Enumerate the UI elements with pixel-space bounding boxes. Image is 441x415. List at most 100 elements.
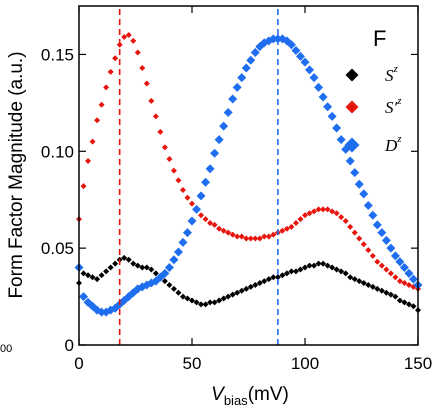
data-point-series-0 bbox=[103, 268, 110, 275]
data-point-series-0 bbox=[283, 270, 290, 277]
data-point-series-2 bbox=[173, 247, 183, 257]
data-point-series-2 bbox=[404, 268, 414, 278]
data-point-series-2 bbox=[354, 179, 364, 189]
y-axis-title: Form Factor Magnitude (a.u.) bbox=[6, 51, 27, 298]
data-point-series-2 bbox=[182, 228, 192, 238]
data-point-series-0 bbox=[80, 270, 87, 277]
data-point-series-2 bbox=[332, 123, 342, 133]
data-point-series-2 bbox=[309, 73, 319, 83]
data-point-series-1 bbox=[374, 258, 381, 265]
data-point-series-1 bbox=[202, 216, 209, 223]
data-point-series-0 bbox=[89, 274, 96, 281]
data-point-series-0 bbox=[279, 272, 286, 279]
legend-entry-0-base: S bbox=[385, 66, 394, 85]
data-point-series-1 bbox=[216, 225, 223, 232]
x-axis-title-unit: (mV) bbox=[248, 384, 289, 405]
data-point-series-1 bbox=[80, 183, 87, 190]
data-point-series-1 bbox=[347, 223, 354, 230]
x-axis-title-subscript: bias bbox=[224, 393, 248, 408]
data-point-series-0 bbox=[347, 274, 354, 281]
data-point-series-0 bbox=[216, 297, 223, 304]
axis-ticks: 0 50 100 150 0 0.05 0.10 0.15 bbox=[41, 6, 432, 373]
data-point-series-2 bbox=[268, 34, 278, 44]
data-point-series-1 bbox=[234, 233, 241, 240]
data-point-series-0 bbox=[256, 280, 263, 287]
y-tick-label: 0 bbox=[65, 336, 74, 355]
data-point-series-0 bbox=[161, 278, 168, 285]
data-point-series-1 bbox=[161, 144, 168, 151]
data-point-series-0 bbox=[225, 293, 232, 300]
legend-marker-1 bbox=[345, 100, 359, 114]
data-point-series-1 bbox=[225, 229, 232, 236]
data-point-series-0 bbox=[152, 270, 159, 277]
data-point-series-1 bbox=[405, 281, 412, 288]
data-point-series-1 bbox=[342, 218, 349, 225]
data-point-series-2 bbox=[250, 47, 260, 57]
data-point-series-0 bbox=[396, 297, 403, 304]
data-markers bbox=[74, 32, 423, 317]
data-point-series-1 bbox=[247, 235, 254, 242]
data-point-series-0 bbox=[252, 281, 259, 288]
plot-frame bbox=[78, 5, 419, 346]
data-point-series-1 bbox=[189, 200, 195, 207]
data-point-series-1 bbox=[175, 177, 182, 184]
data-point-series-0 bbox=[134, 262, 141, 269]
data-point-series-1 bbox=[157, 128, 164, 135]
data-point-series-1 bbox=[256, 235, 263, 242]
data-point-series-2 bbox=[228, 94, 238, 104]
data-point-series-0 bbox=[333, 266, 340, 273]
data-point-series-2 bbox=[246, 55, 256, 65]
data-point-series-0 bbox=[170, 285, 177, 292]
data-point-series-0 bbox=[112, 260, 119, 267]
data-point-series-0 bbox=[247, 283, 254, 290]
data-point-series-1 bbox=[198, 212, 205, 219]
data-point-series-1 bbox=[356, 235, 363, 242]
data-point-series-0 bbox=[198, 301, 205, 308]
data-point-series-0 bbox=[207, 299, 214, 306]
x-tick-label: 50 bbox=[183, 354, 202, 373]
data-point-series-1 bbox=[125, 32, 132, 39]
data-point-series-0 bbox=[338, 268, 345, 275]
data-point-series-0 bbox=[265, 276, 272, 283]
stray-tick-fragment: 00 bbox=[0, 343, 12, 355]
data-point-series-1 bbox=[396, 278, 403, 285]
data-point-series-0 bbox=[306, 262, 313, 269]
data-point-series-1 bbox=[170, 167, 177, 174]
data-point-series-2 bbox=[345, 156, 355, 166]
data-point-series-0 bbox=[383, 289, 390, 296]
legend-markers bbox=[344, 68, 360, 153]
data-point-series-0 bbox=[405, 301, 412, 308]
data-point-series-0 bbox=[329, 264, 336, 271]
legend: Sz S′z Dz bbox=[344, 63, 402, 155]
data-point-series-0 bbox=[139, 264, 146, 271]
data-point-series-0 bbox=[342, 270, 349, 277]
data-point-series-0 bbox=[179, 293, 186, 300]
data-point-series-1 bbox=[211, 221, 218, 228]
legend-entry-1-base: S bbox=[385, 98, 394, 117]
data-point-series-1 bbox=[148, 97, 155, 104]
legend-marker-2 bbox=[344, 137, 360, 153]
data-point-series-1 bbox=[324, 206, 331, 213]
data-point-series-1 bbox=[89, 138, 96, 145]
data-point-series-2 bbox=[399, 263, 409, 273]
data-point-series-2 bbox=[196, 191, 206, 201]
data-point-series-0 bbox=[378, 287, 385, 294]
data-point-series-2 bbox=[169, 255, 179, 265]
legend-entry-1: S′z bbox=[385, 95, 402, 117]
data-point-series-0 bbox=[356, 278, 363, 285]
legend-entry-2: Dz bbox=[384, 133, 402, 155]
data-point-series-1 bbox=[360, 241, 367, 248]
data-point-series-1 bbox=[369, 252, 376, 259]
data-point-series-1 bbox=[134, 49, 141, 56]
data-point-series-0 bbox=[175, 289, 182, 296]
data-point-series-1 bbox=[103, 84, 110, 91]
data-point-series-2 bbox=[97, 307, 107, 317]
data-point-series-0 bbox=[270, 274, 277, 281]
data-point-series-1 bbox=[207, 219, 214, 226]
legend-entry-2-sup: z bbox=[396, 133, 402, 145]
data-point-series-2 bbox=[386, 243, 396, 253]
data-point-series-0 bbox=[238, 287, 245, 294]
data-point-series-1 bbox=[243, 235, 250, 242]
data-point-series-0 bbox=[143, 264, 150, 271]
data-point-series-0 bbox=[261, 278, 268, 285]
